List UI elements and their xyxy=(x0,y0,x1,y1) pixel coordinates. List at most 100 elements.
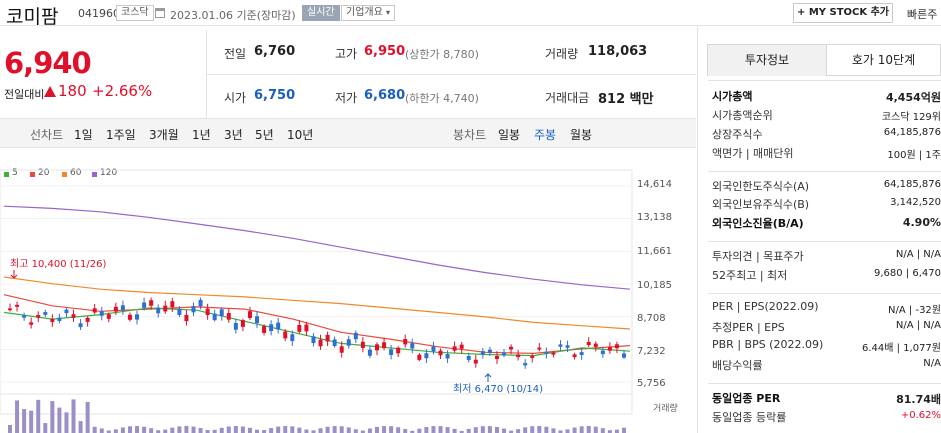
legend-swatch xyxy=(62,172,67,177)
period-3m[interactable]: 3개월 xyxy=(149,128,179,142)
candle xyxy=(156,307,161,314)
volume-bar xyxy=(240,426,245,433)
volume-bar xyxy=(212,429,217,433)
candle xyxy=(502,352,507,356)
period-1y[interactable]: 1년 xyxy=(192,128,211,142)
info-label: 시가총액 xyxy=(712,90,753,103)
period-1d[interactable]: 1일 xyxy=(74,128,93,142)
y-tick: 13,138 xyxy=(637,212,672,223)
calendar-icon xyxy=(155,8,165,18)
stock-chart[interactable] xyxy=(0,150,696,433)
candle xyxy=(78,323,83,328)
info-value: N/A | N/A xyxy=(895,249,941,260)
volume-bar xyxy=(466,428,471,433)
volume-bar xyxy=(523,427,528,433)
low-value: 6,680 xyxy=(364,88,406,103)
market-badge: 코스닥 xyxy=(116,5,154,21)
tab-invest-info[interactable]: 투자정보 xyxy=(707,44,827,76)
candle xyxy=(353,332,358,340)
low-annotation: 최저 6,470 (10/14) xyxy=(453,384,544,395)
candle xyxy=(325,334,330,342)
candle-monthly[interactable]: 월봉 xyxy=(570,128,593,142)
volume-bar xyxy=(487,426,492,433)
line-chart-label: 선차트 xyxy=(30,128,64,142)
volume-bar xyxy=(57,407,62,433)
ma-line-120 xyxy=(3,205,631,290)
realtime-button[interactable]: 실시간 xyxy=(302,5,340,21)
candle xyxy=(57,317,62,321)
chevron-down-icon: ▾ xyxy=(386,8,391,17)
volume-bar xyxy=(71,399,76,433)
volume-bar xyxy=(85,401,90,433)
quick-search-link[interactable]: 빠른주 xyxy=(907,8,938,21)
volume-bar xyxy=(367,428,372,433)
volume-bar xyxy=(226,426,231,433)
volume-bar xyxy=(262,430,267,433)
stock-header: 코미팜 041960 코스닥 2023.01.06 기준(장마감) 실시간 기업… xyxy=(0,0,941,28)
prev-close-value: 6,760 xyxy=(254,44,296,59)
candle xyxy=(71,314,76,318)
volume-bar xyxy=(99,428,104,433)
volume-bar xyxy=(502,428,507,433)
info-label: 배당수익률 xyxy=(712,359,763,372)
volume-bar xyxy=(509,430,514,433)
period-1w[interactable]: 1주일 xyxy=(106,128,136,142)
candle xyxy=(142,302,147,308)
info-label: 액면가 | 매매단위 xyxy=(712,147,794,160)
volume-bar xyxy=(537,426,542,433)
info-value: 64,185,876 xyxy=(883,127,941,138)
candle xyxy=(50,318,55,322)
candle xyxy=(396,347,401,354)
prev-compare-label: 전일대비 xyxy=(4,88,45,101)
candle xyxy=(255,316,260,324)
company-overview-dropdown[interactable]: 기업개요 ▾ xyxy=(341,5,396,21)
volume-bar xyxy=(389,426,394,433)
volume-bar xyxy=(438,426,443,433)
add-mystock-button[interactable]: + MY STOCK 추가 xyxy=(793,3,893,23)
candle-weekly[interactable]: 주봉 xyxy=(534,128,557,142)
volume-bar xyxy=(544,426,549,433)
candle xyxy=(226,313,231,320)
info-label: 상장주식수 xyxy=(712,128,763,141)
candle xyxy=(374,344,379,351)
volume-bar xyxy=(410,430,415,433)
price-change: 180 xyxy=(58,82,87,100)
volume-bar xyxy=(149,428,154,433)
candle xyxy=(494,355,499,360)
info-tabs: 투자정보 호가 10단계 xyxy=(707,44,941,76)
candle xyxy=(367,349,372,356)
period-5y[interactable]: 5년 xyxy=(255,128,274,142)
current-price: 6,940 xyxy=(4,46,92,80)
info-value: 코스닥 129위 xyxy=(881,112,941,123)
candle xyxy=(262,326,267,333)
candle xyxy=(276,322,281,330)
candle xyxy=(113,306,118,312)
tab-quote-10[interactable]: 호가 10단계 xyxy=(826,44,941,76)
candle xyxy=(424,353,429,359)
candle xyxy=(106,314,111,319)
divider xyxy=(708,383,941,384)
price-change-percent: +2.66% xyxy=(92,82,153,100)
candle xyxy=(530,355,535,358)
volume-bar xyxy=(353,429,358,433)
candle xyxy=(311,336,316,344)
volume-bar xyxy=(374,426,379,433)
volume-bar xyxy=(50,401,55,433)
divider xyxy=(708,171,941,172)
candle xyxy=(64,309,69,314)
volume-bar xyxy=(297,427,302,433)
volume-bar xyxy=(142,426,147,433)
candle xyxy=(233,323,238,330)
candle xyxy=(318,339,323,347)
volume-bar xyxy=(106,430,111,433)
candle-daily[interactable]: 일봉 xyxy=(498,128,521,142)
high-annotation: 최고 10,400 (11/26) xyxy=(10,259,107,270)
period-3y[interactable]: 3년 xyxy=(224,128,243,142)
volume-bar xyxy=(614,429,619,433)
candle xyxy=(480,351,485,355)
divider xyxy=(206,74,696,75)
candle-chart-label: 봉차트 xyxy=(453,128,487,142)
period-10y[interactable]: 10년 xyxy=(287,128,314,142)
amount-label: 거래대금 xyxy=(545,91,590,105)
candle xyxy=(240,320,245,327)
